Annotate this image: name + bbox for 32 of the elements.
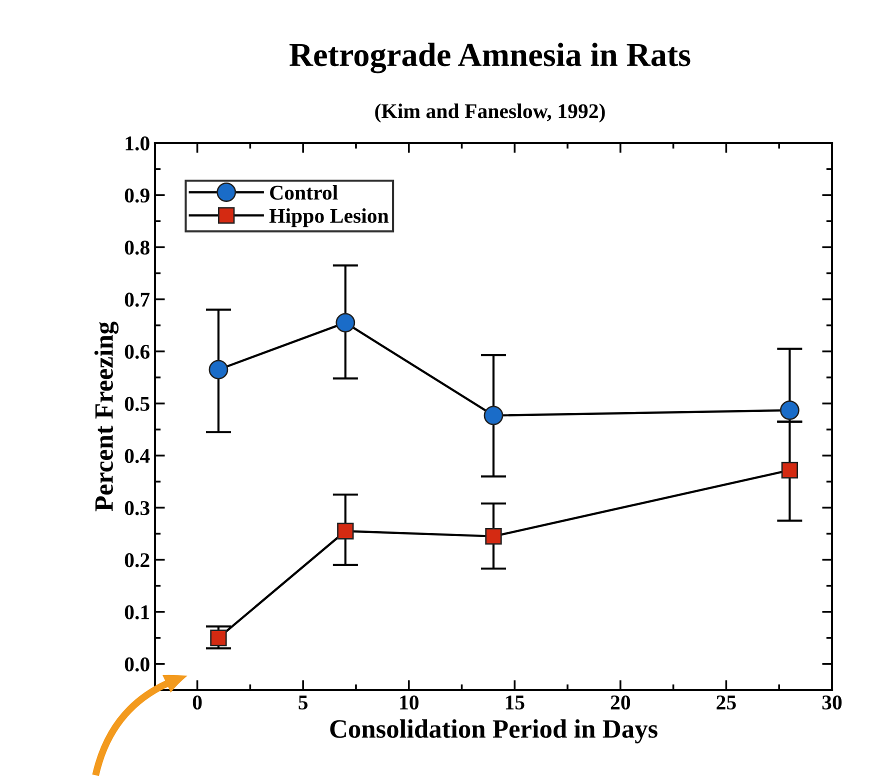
legend-label: Hippo Lesion [269,208,389,228]
x-axis-title: Consolidation Period in Days [330,719,658,744]
chart-subtitle: (Kim and Faneslow, 1992) [375,104,605,122]
y-tick-label: 0.4 [124,448,150,464]
point [780,400,800,420]
y-tick-label: 0.5 [124,396,150,411]
y-tick-label: 0.7 [124,292,150,307]
x-tick-label: 15 [506,696,524,710]
point [336,313,356,332]
legend-label: Control [270,185,338,200]
y-tick-label: 0.0 [124,657,150,672]
point [337,522,354,540]
y-tick-label: 0.2 [124,553,150,568]
point [485,528,502,545]
x-tick-label: 10 [400,695,418,710]
y-tick-label: 0.6 [124,344,150,359]
point [484,406,504,426]
y-tick-label: 1.0 [126,136,150,151]
chart-title: Retrograde Amnesia in Rats [289,42,690,74]
x-tick-label: 30 [822,695,842,710]
x-tick-label: 20 [610,695,630,710]
point [781,462,798,478]
y-tick-label: 0.8 [124,240,150,255]
y-tick-label: 0.3 [124,501,150,516]
point [208,360,228,380]
x-tick-label: 25 [716,696,736,710]
point [210,630,227,646]
y-axis-title: Percent Freezing [94,322,119,512]
y-tick-label: 0.9 [124,188,150,203]
y-tick-label: 0.1 [124,605,150,620]
x-tick-label: 5 [298,696,308,710]
x-tick-label: 0 [192,695,202,710]
